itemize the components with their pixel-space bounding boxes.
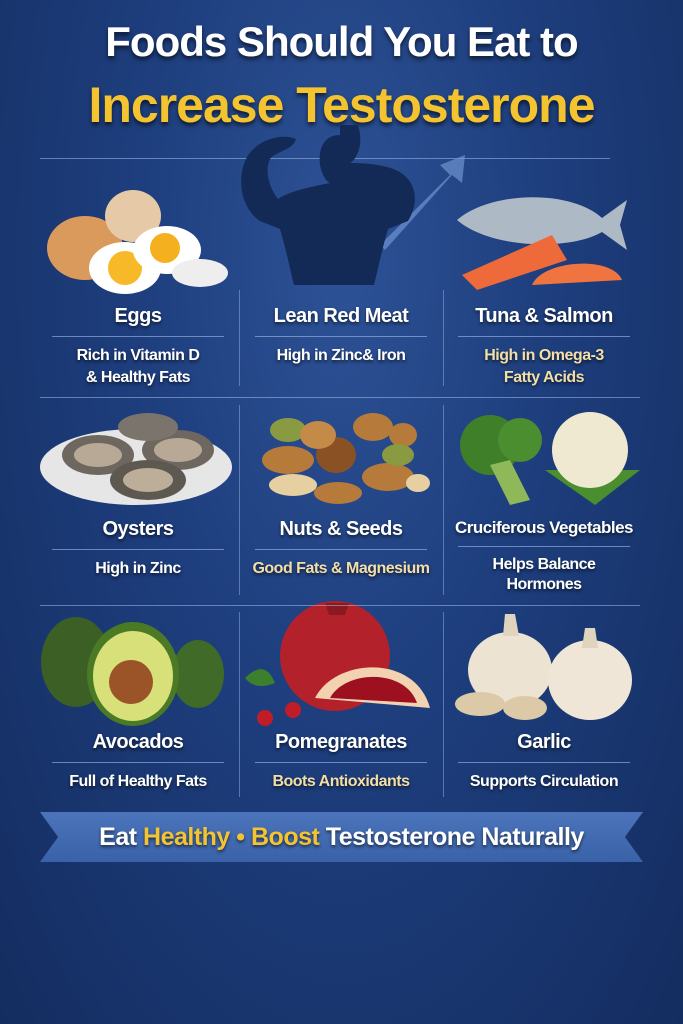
- food-desc: High in Zinc: [95, 560, 181, 577]
- column-divider: [239, 405, 240, 595]
- food-name: Lean Red Meat: [273, 305, 409, 327]
- column-divider: [443, 405, 444, 595]
- food-desc: Supports Circulation: [469, 773, 619, 790]
- eggs-icon: [47, 190, 228, 294]
- column-divider: [443, 612, 444, 797]
- title-line-1: Foods Should You Eat to: [105, 18, 578, 65]
- row-divider: [40, 397, 640, 398]
- food-name: Avocados: [92, 731, 184, 753]
- food-desc: Helps Balance Hormones: [492, 556, 596, 593]
- nuts-icon: [262, 413, 430, 504]
- food-card-tuna-salmon: Tuna & Salmon High in Omega-3 Fatty Acids: [444, 305, 644, 389]
- food-card-pomegranates: Pomegranates Boots Antioxidants: [241, 731, 441, 793]
- banner-text: Testosterone Naturally: [325, 822, 585, 851]
- broccoli-icon: [460, 412, 640, 505]
- column-divider: [239, 290, 240, 386]
- food-card-nuts-seeds: Nuts & Seeds Good Fats & Magnesium: [241, 518, 441, 580]
- fish-icon: [457, 197, 627, 290]
- banner-text: Eat: [99, 822, 137, 851]
- row-divider: [40, 605, 640, 606]
- food-name: Garlic: [517, 731, 571, 753]
- muscular-man-silhouette-icon: [241, 125, 465, 285]
- food-card-cruciferous-vegetables: Cruciferous Vegetables Helps Balance Horm…: [444, 518, 644, 595]
- column-divider: [239, 612, 240, 797]
- food-card-garlic: Garlic Supports Circulation: [444, 731, 644, 793]
- garlic-icon: [455, 614, 632, 720]
- banner-separator: •: [236, 822, 245, 851]
- food-name: Eggs: [114, 305, 162, 327]
- food-desc: Full of Healthy Fats: [69, 773, 207, 790]
- food-card-avocados: Avocados Full of Healthy Fats: [38, 731, 238, 793]
- banner-text-highlight: Boost: [251, 822, 320, 851]
- food-name: Oysters: [102, 518, 175, 540]
- food-card-oysters: Oysters High in Zinc: [38, 518, 238, 580]
- title-line-2: Increase Testosterone: [88, 77, 595, 133]
- food-card-lean-red-meat: Lean Red Meat High in Zinc& Iron: [241, 305, 441, 367]
- column-divider: [443, 290, 444, 386]
- banner-text-highlight: Healthy: [143, 822, 230, 851]
- food-name: Tuna & Salmon: [475, 305, 613, 327]
- pomegranate-icon: [245, 601, 430, 726]
- food-desc: Rich in Vitamin D & Healthy Fats: [76, 347, 200, 386]
- food-name: Cruciferous Vegetables: [455, 518, 633, 537]
- food-desc: Good Fats & Magnesium: [252, 560, 430, 577]
- food-desc: High in Omega-3 Fatty Acids: [484, 347, 604, 386]
- avocado-icon: [41, 617, 224, 726]
- food-card-eggs: Eggs Rich in Vitamin D & Healthy Fats: [38, 305, 238, 389]
- food-name: Nuts & Seeds: [279, 518, 403, 540]
- food-desc: High in Zinc& Iron: [276, 347, 406, 364]
- food-name: Pomegranates: [275, 731, 407, 753]
- food-desc: Boots Antioxidants: [272, 773, 410, 790]
- slogan-banner: Eat Healthy • Boost Testosterone Natural…: [40, 812, 643, 862]
- oysters-icon: [40, 413, 232, 505]
